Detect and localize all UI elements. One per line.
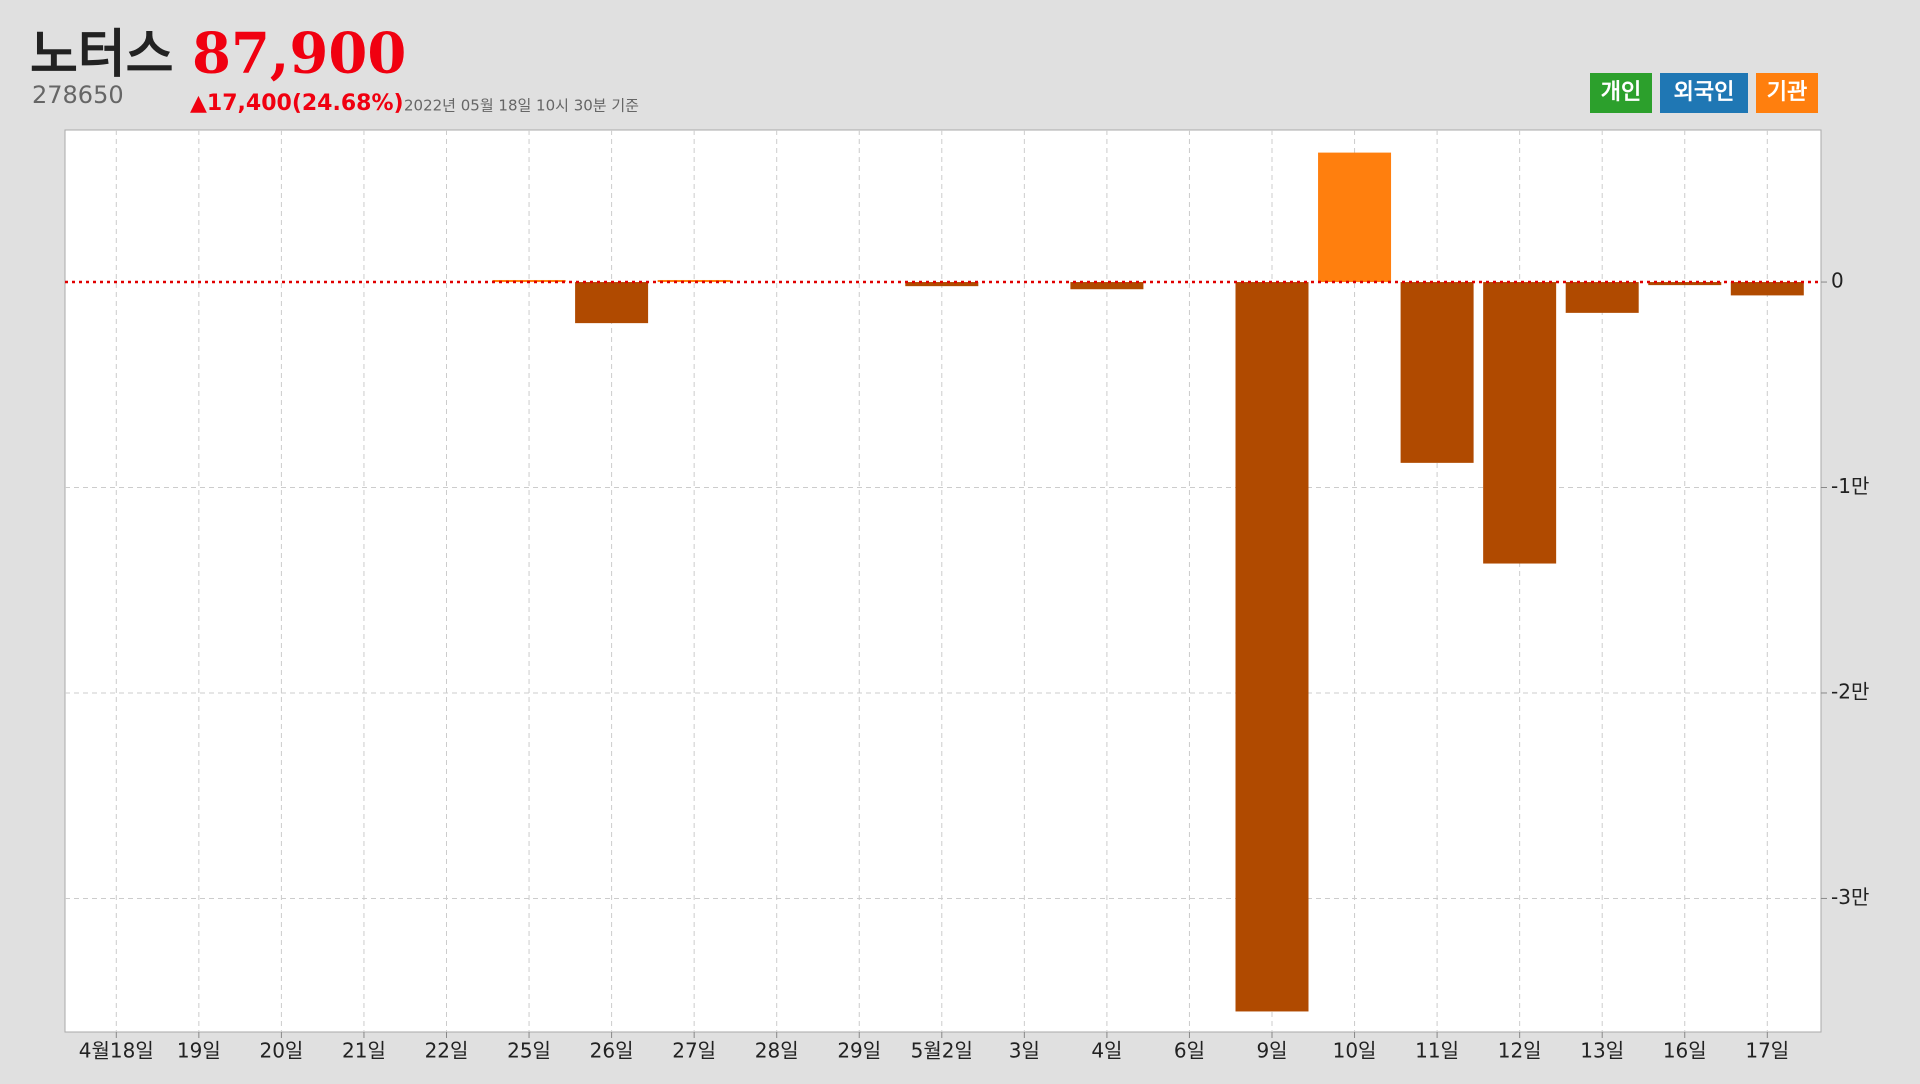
legend-swatch[interactable] [1660, 73, 1748, 113]
x-tick-label: 13일 [1580, 1039, 1624, 1063]
x-tick-label: 19일 [177, 1039, 221, 1063]
x-tick-label: 12일 [1498, 1039, 1542, 1063]
stock-code: 278650 [32, 81, 124, 109]
x-tick-label: 3일 [1009, 1039, 1040, 1063]
timestamp: 2022년 05월 18일 10시 30분 기준 [404, 97, 639, 115]
legend-swatch[interactable] [1590, 73, 1652, 113]
x-tick-label: 27일 [672, 1039, 716, 1063]
bar [1070, 282, 1144, 290]
x-tick-label: 9일 [1256, 1039, 1287, 1063]
x-tick-label: 4일 [1091, 1039, 1122, 1063]
x-tick-label: 4월18일 [79, 1039, 154, 1063]
x-tick-label: 29일 [837, 1039, 881, 1063]
x-tick-label: 20일 [259, 1039, 303, 1063]
legend-swatch[interactable] [1756, 73, 1818, 113]
y-tick-label: -1만 [1831, 474, 1869, 498]
y-tick-label: 0 [1831, 269, 1844, 293]
price-change: ▲17,400(24.68%) [190, 91, 404, 116]
x-tick-label: 26일 [590, 1039, 634, 1063]
x-tick-label: 6일 [1174, 1039, 1205, 1063]
x-tick-label: 28일 [755, 1039, 799, 1063]
bar [1730, 282, 1804, 296]
legend-label[interactable]: 개인 [1601, 80, 1641, 105]
plot-area [64, 129, 1822, 1033]
bar [657, 279, 731, 283]
bar [575, 282, 649, 324]
x-tick-label: 5월2일 [911, 1039, 973, 1063]
bar [1400, 282, 1474, 463]
legend-label[interactable]: 기관 [1767, 80, 1807, 105]
stock-name: 노터스 [30, 25, 174, 85]
x-tick-label: 11일 [1415, 1039, 1459, 1063]
bar [1648, 282, 1722, 286]
x-tick-label: 22일 [425, 1039, 469, 1063]
bar [1235, 282, 1309, 1012]
x-tick-label: 16일 [1663, 1039, 1707, 1063]
legend-label[interactable]: 외국인 [1674, 80, 1735, 105]
bar [1483, 282, 1557, 564]
y-tick-label: -2만 [1831, 679, 1869, 703]
bar [1318, 152, 1392, 283]
x-tick-label: 10일 [1333, 1039, 1377, 1063]
stock-price: 87,900 [192, 21, 406, 87]
y-tick-label: -3만 [1831, 885, 1869, 909]
bar [905, 282, 979, 287]
x-tick-label: 21일 [342, 1039, 386, 1063]
bar [1565, 282, 1639, 313]
x-tick-label: 17일 [1745, 1039, 1789, 1063]
x-tick-label: 25일 [507, 1039, 551, 1063]
